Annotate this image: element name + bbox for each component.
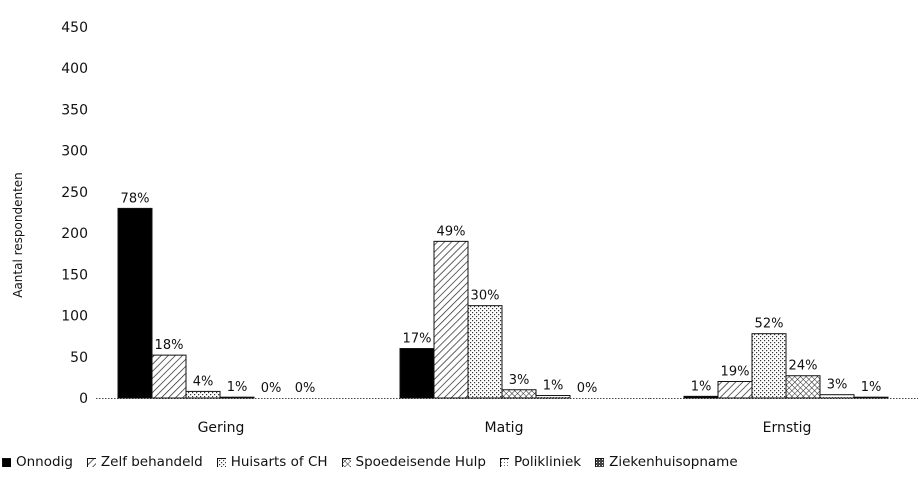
data-label: 1%: [227, 380, 248, 395]
legend-label: Huisarts of CH: [230, 454, 328, 470]
bar: [185, 390, 221, 399]
legend-label: Polikliniek: [513, 454, 582, 470]
legend-item: Polikliniek: [499, 454, 582, 470]
legend-swatch: [216, 457, 226, 467]
bar: [683, 395, 719, 399]
data-label: 49%: [437, 224, 466, 239]
legend-swatch: [2, 457, 11, 467]
bar: [535, 395, 571, 399]
legend-item: Huisarts of CH: [216, 454, 328, 470]
legend-swatch: [595, 457, 605, 467]
data-label: 3%: [509, 373, 530, 388]
data-label: 4%: [193, 374, 214, 389]
legend-item: Spoedeisende Hulp: [341, 454, 486, 470]
data-label: 30%: [471, 289, 500, 304]
bar: [785, 375, 821, 399]
legend-label: Onnodig: [16, 454, 73, 470]
y-tick-label: 50: [70, 350, 88, 366]
bar: [399, 348, 435, 399]
bar: [117, 207, 153, 399]
data-label: 19%: [721, 365, 750, 380]
y-tick-label: 0: [79, 391, 88, 407]
y-tick-label: 450: [61, 20, 88, 36]
bar: [151, 354, 187, 399]
data-label: 1%: [861, 380, 882, 395]
x-category-label: Ernstig: [763, 420, 812, 436]
data-label: 1%: [543, 379, 564, 394]
bar: [219, 396, 255, 399]
y-axis-label: Aantal respondenten: [11, 172, 25, 298]
bar: [467, 305, 503, 399]
data-label: 24%: [789, 359, 818, 374]
legend-label: Spoedeisende Hulp: [355, 454, 486, 470]
x-axis: Gering Matig Ernstig: [198, 420, 812, 436]
y-axis: 0 50 100 150 200 250 300 350 400 450: [61, 20, 88, 407]
bar: [433, 240, 469, 399]
y-tick-label: 200: [61, 226, 88, 242]
data-label: 3%: [827, 378, 848, 393]
y-tick-label: 150: [61, 267, 88, 283]
x-category-label: Gering: [198, 420, 245, 436]
legend-swatch: [499, 457, 509, 467]
legend-item: Ziekenhuisopname: [595, 454, 738, 470]
x-category-label: Matig: [485, 420, 524, 436]
legend-swatch: [341, 457, 351, 467]
data-label: 78%: [121, 191, 150, 206]
bar: [717, 381, 753, 399]
y-tick-label: 250: [61, 185, 88, 201]
data-label: 17%: [403, 332, 432, 347]
bar: [853, 396, 889, 399]
data-label: 0%: [261, 381, 282, 396]
y-tick-label: 350: [61, 102, 88, 118]
data-label: 52%: [755, 317, 784, 332]
y-tick-label: 100: [61, 309, 88, 325]
legend-label: Ziekenhuisopname: [609, 454, 738, 470]
legend-label: Zelf behandeld: [100, 454, 203, 470]
legend-item: Onnodig: [2, 454, 73, 470]
bar: [751, 333, 787, 399]
bar: [501, 389, 537, 399]
y-tick-label: 400: [61, 61, 88, 77]
bars: 78% 18% 4% 1% 0% 0% 17% 49% 30% 3% 1% 0% 1% 19% 52% 24%…: [96, 191, 918, 399]
data-label: 18%: [155, 338, 184, 353]
y-tick-label: 300: [61, 144, 88, 160]
bar: [819, 394, 855, 399]
legend-item: Zelf behandeld: [86, 454, 203, 470]
legend: Onnodig Zelf behandeld Huisarts of CH Spoed…: [2, 454, 752, 470]
data-label: 0%: [577, 381, 598, 396]
data-label: 0%: [295, 381, 316, 396]
data-label: 1%: [691, 379, 712, 394]
legend-swatch: [86, 457, 96, 467]
